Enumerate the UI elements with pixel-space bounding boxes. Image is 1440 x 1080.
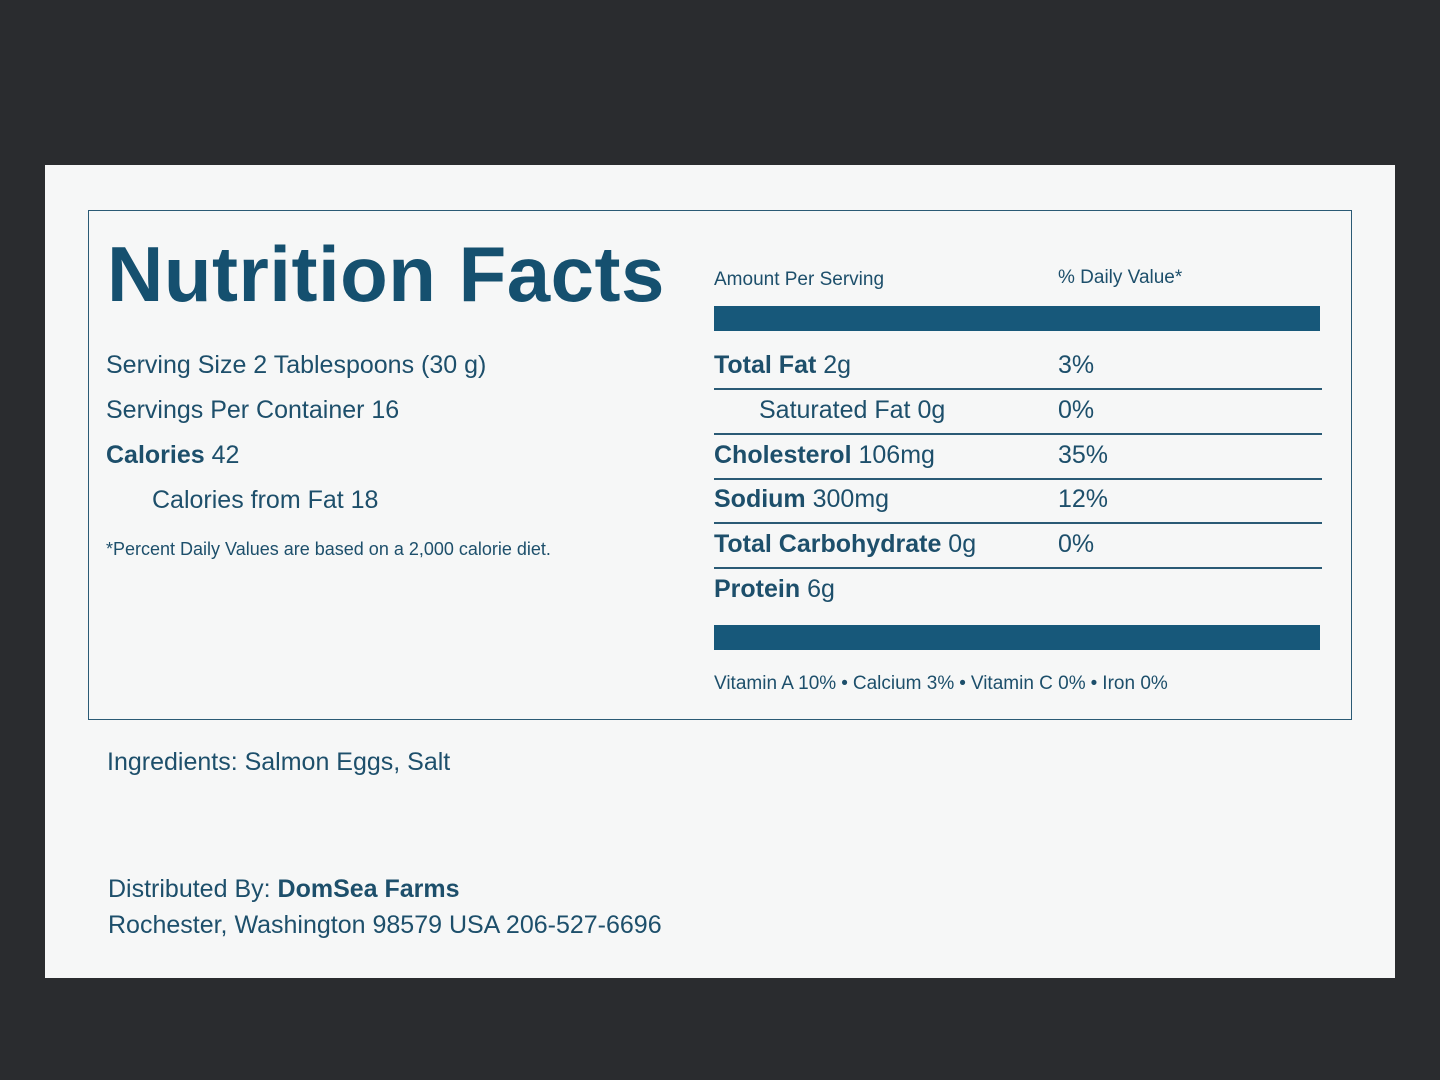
distributor-label: Distributed By: bbox=[108, 875, 271, 903]
nutrient-row: Cholesterol 106mg bbox=[714, 441, 935, 470]
daily-value: 0% bbox=[1058, 530, 1095, 559]
nutrient-name: Total Carbohydrate bbox=[714, 530, 942, 559]
bullet: • bbox=[1090, 673, 1098, 694]
calories-value: 42 bbox=[211, 441, 240, 469]
calories-label: Calories bbox=[106, 441, 205, 469]
daily-value: 12% bbox=[1058, 485, 1109, 514]
amount-header: Amount Per Serving bbox=[714, 269, 885, 290]
row-rule bbox=[714, 388, 1322, 390]
row-rule bbox=[714, 477, 1322, 480]
vitamin: Vitamin A 10% bbox=[714, 673, 837, 694]
nutrient-amount: 0g bbox=[917, 395, 946, 424]
nutrient-name: Total Fat bbox=[714, 351, 817, 379]
nutrient-row: Total Fat 2g bbox=[714, 351, 851, 380]
daily-value: 3% bbox=[1058, 351, 1095, 379]
distributor-address: Rochester, Washington 98579 USA 206-527-… bbox=[108, 911, 662, 939]
row-rule bbox=[714, 522, 1322, 525]
row-rule bbox=[714, 567, 1322, 570]
ingredients: Ingredients: Salmon Eggs, Salt bbox=[107, 748, 451, 776]
vitamins: Vitamin A 10% • Calcium 3% • Vitamin C 0% • Ir… bbox=[714, 673, 1168, 695]
thick-bar bbox=[714, 625, 1320, 650]
bullet: • bbox=[841, 673, 848, 694]
nutrient-name: Sodium bbox=[714, 485, 806, 514]
nutrient-name: Protein bbox=[714, 575, 801, 603]
nutrient-row: Sodium 300mg bbox=[714, 485, 889, 514]
servings-per-container: Servings Per Container 16 bbox=[106, 396, 400, 424]
vitamin: Iron 0% bbox=[1102, 673, 1168, 694]
nutrient-row: Saturated Fat 0g bbox=[759, 396, 945, 425]
nutrient-amount: 106mg bbox=[858, 440, 935, 469]
row-rule bbox=[714, 432, 1322, 435]
nutrient-row: Total Carbohydrate 0g bbox=[714, 530, 976, 559]
thick-bar bbox=[714, 306, 1320, 331]
bullet: • bbox=[959, 673, 966, 694]
distributor-name: DomSea Farms bbox=[277, 875, 460, 903]
vitamin: Calcium 3% bbox=[852, 673, 955, 694]
footnote: *Percent Daily Values are based on a 2,0… bbox=[106, 539, 551, 559]
daily-value: 0% bbox=[1058, 395, 1095, 424]
nutrient-row: Protein 6g bbox=[714, 575, 835, 604]
title: Nutrition Facts bbox=[107, 230, 665, 318]
daily-value: 35% bbox=[1058, 440, 1109, 469]
nutrient-name: Saturated Fat bbox=[759, 395, 911, 424]
serving-size: Serving Size 2 Tablespoons (30 g) bbox=[106, 351, 487, 379]
label-card: Nutrition Facts Serving Size 2 Tablespoo… bbox=[45, 165, 1395, 978]
daily-value-header: % Daily Value* bbox=[1058, 267, 1183, 288]
calories-from-fat: Calories from Fat 18 bbox=[152, 486, 379, 514]
distributor: Distributed By: DomSea Farms bbox=[108, 875, 460, 904]
nutrition-box: Nutrition Facts Serving Size 2 Tablespoo… bbox=[88, 210, 1352, 720]
vitamin: Vitamin C 0% bbox=[970, 673, 1086, 694]
nutrient-amount: 300mg bbox=[812, 485, 890, 514]
nutrient-amount: 6g bbox=[807, 575, 835, 603]
nutrient-name: Cholesterol bbox=[714, 440, 852, 469]
nutrient-amount: 2g bbox=[823, 351, 852, 379]
calories: Calories 42 bbox=[106, 441, 239, 470]
nutrient-amount: 0g bbox=[948, 530, 977, 559]
